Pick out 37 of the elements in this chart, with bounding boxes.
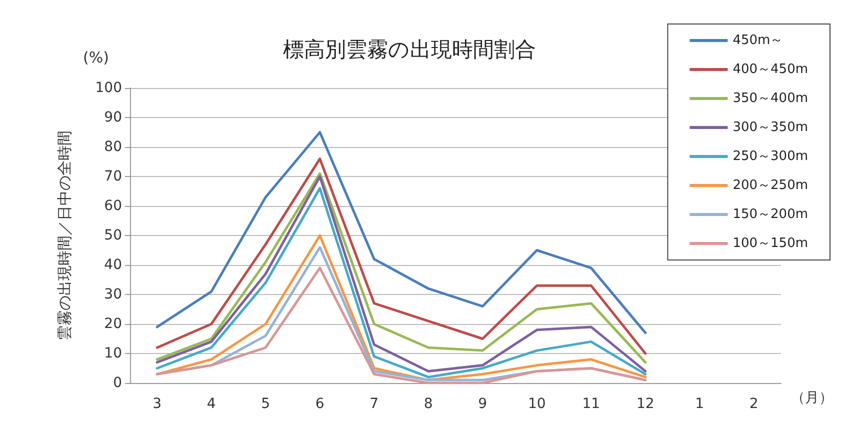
y-tick-label: 50 — [104, 228, 122, 244]
x-tick-label: 3 — [152, 396, 162, 412]
x-tick-label: 12 — [636, 396, 654, 412]
x-axis-title: （月） — [791, 390, 833, 406]
y-tick-label: 60 — [104, 198, 122, 214]
y-tick-label: 90 — [104, 110, 122, 126]
legend-label: 400～450m — [732, 62, 808, 77]
x-tick-label: 1 — [695, 396, 704, 412]
x-tick-label: 4 — [206, 396, 216, 412]
legend-label: 100～150m — [732, 236, 808, 251]
legend-label: 200～250m — [732, 178, 808, 193]
y-axis-title: 雲霧の出現時間／日中の全時間 — [56, 130, 74, 340]
text: (%) — [83, 48, 109, 66]
x-tick-label: 10 — [528, 396, 546, 412]
x-tick-label: 9 — [478, 396, 488, 412]
legend-label: 300～350m — [732, 120, 808, 135]
x-tick-label: 7 — [370, 396, 379, 412]
y-tick-label: 100 — [95, 80, 122, 96]
x-tick-label: 6 — [315, 396, 324, 412]
legend-label: 450m～ — [732, 33, 784, 48]
y-tick-label: 10 — [104, 346, 122, 362]
y-tick-label: 0 — [113, 375, 122, 391]
line-series — [156, 266, 647, 384]
y-tick-label: 70 — [104, 168, 122, 184]
x-tick-label: 2 — [749, 396, 758, 412]
y-tick-label: 30 — [104, 286, 122, 302]
y-tick-label: 80 — [104, 139, 122, 155]
legend-label: 150～200m — [732, 207, 808, 222]
y-tick-label: 40 — [104, 257, 122, 273]
y-tick-label: 20 — [104, 316, 122, 332]
x-tick-label: 11 — [582, 396, 600, 412]
x-tick-label: 5 — [261, 396, 270, 412]
x-tick-label: 8 — [424, 396, 433, 412]
chart-title: 標高別雲霧の出現時間割合 — [283, 38, 536, 62]
legend-label: 250～300m — [732, 149, 808, 164]
legend-label: 350～400m — [732, 91, 808, 106]
line-series — [156, 131, 647, 334]
